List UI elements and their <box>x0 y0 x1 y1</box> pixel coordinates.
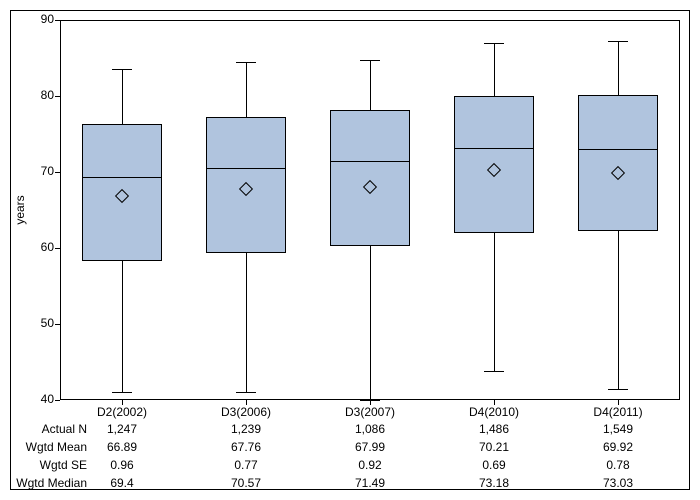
x-tick-mark <box>618 400 619 405</box>
whisker-cap-upper <box>112 69 132 70</box>
whisker-cap-upper <box>608 41 628 42</box>
whisker-upper <box>370 60 371 110</box>
median-line <box>578 149 658 150</box>
summary-cell: 1,486 <box>479 422 509 436</box>
summary-cell: 0.69 <box>482 458 505 472</box>
summary-row-label: Actual N <box>12 422 87 436</box>
median-line <box>330 161 410 162</box>
summary-cell: 69.92 <box>603 440 633 454</box>
summary-row-label: Wgtd SE <box>12 458 87 472</box>
whisker-upper <box>246 62 247 117</box>
median-line <box>454 148 534 149</box>
whisker-upper <box>122 69 123 124</box>
summary-row-label: Wgtd Median <box>12 476 87 490</box>
whisker-cap-upper <box>484 43 504 44</box>
whisker-cap-lower <box>112 392 132 393</box>
y-tick-mark <box>55 400 60 401</box>
whisker-lower <box>494 233 495 371</box>
y-tick-label: 40 <box>28 392 54 406</box>
median-line <box>206 168 286 169</box>
y-tick-mark <box>55 20 60 21</box>
y-tick-label: 60 <box>28 240 54 254</box>
whisker-lower <box>122 261 123 392</box>
summary-cell: 1,239 <box>231 422 261 436</box>
category-label: D3(2006) <box>221 405 271 419</box>
x-tick-mark <box>246 400 247 405</box>
whisker-lower <box>618 231 619 388</box>
summary-cell: 67.99 <box>355 440 385 454</box>
summary-cell: 0.92 <box>358 458 381 472</box>
summary-cell: 73.18 <box>479 476 509 490</box>
summary-cell: 1,247 <box>107 422 137 436</box>
category-label: D4(2010) <box>469 405 519 419</box>
box <box>330 110 410 247</box>
y-tick-label: 50 <box>28 316 54 330</box>
median-line <box>82 177 162 178</box>
y-tick-mark <box>55 324 60 325</box>
whisker-lower <box>246 253 247 392</box>
x-tick-mark <box>122 400 123 405</box>
summary-cell: 0.96 <box>110 458 133 472</box>
whisker-cap-lower <box>608 389 628 390</box>
whisker-cap-lower <box>236 392 256 393</box>
summary-row-label: Wgtd Mean <box>12 440 87 454</box>
summary-cell: 0.78 <box>606 458 629 472</box>
summary-cell: 73.03 <box>603 476 633 490</box>
x-tick-mark <box>494 400 495 405</box>
whisker-upper <box>618 41 619 95</box>
category-label: D2(2002) <box>97 405 147 419</box>
whisker-cap-lower <box>484 371 504 372</box>
whisker-lower <box>370 246 371 400</box>
summary-cell: 69.4 <box>110 476 133 490</box>
box <box>578 95 658 231</box>
summary-cell: 70.57 <box>231 476 261 490</box>
whisker-cap-upper <box>360 60 380 61</box>
y-tick-mark <box>55 248 60 249</box>
y-axis-label: years <box>13 195 27 224</box>
y-tick-mark <box>55 172 60 173</box>
summary-cell: 66.89 <box>107 440 137 454</box>
summary-cell: 0.77 <box>234 458 257 472</box>
summary-cell: 1,086 <box>355 422 385 436</box>
y-tick-label: 70 <box>28 164 54 178</box>
summary-cell: 67.76 <box>231 440 261 454</box>
whisker-cap-upper <box>236 62 256 63</box>
x-tick-mark <box>370 400 371 405</box>
category-label: D3(2007) <box>345 405 395 419</box>
y-tick-label: 90 <box>28 12 54 26</box>
summary-cell: 70.21 <box>479 440 509 454</box>
summary-cell: 1,549 <box>603 422 633 436</box>
category-label: D4(2011) <box>593 405 642 419</box>
summary-cell: 71.49 <box>355 476 385 490</box>
y-tick-label: 80 <box>28 88 54 102</box>
whisker-upper <box>494 43 495 96</box>
y-tick-mark <box>55 96 60 97</box>
